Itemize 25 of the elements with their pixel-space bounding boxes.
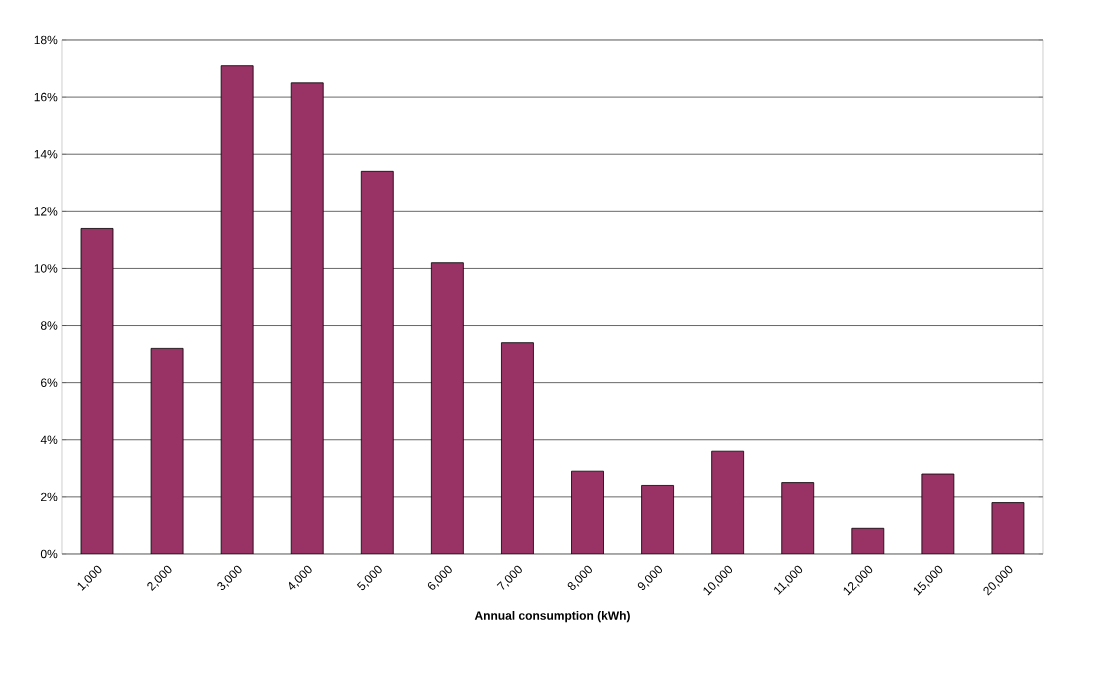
bar <box>781 482 815 554</box>
bar <box>501 342 534 554</box>
y-tick-label: 16% <box>34 92 58 102</box>
y-tick-label: 6% <box>41 378 58 387</box>
y-tick-label: 18% <box>34 35 58 45</box>
y-tick-label: 4% <box>40 435 58 444</box>
bar <box>571 470 604 554</box>
bar <box>430 262 464 554</box>
bar <box>150 347 184 554</box>
y-tick-label: 8% <box>40 321 58 330</box>
y-tick-label: 14% <box>34 150 58 159</box>
bar <box>641 485 674 554</box>
x-axis-title: Annual consumption (kWh) <box>474 610 630 623</box>
y-tick-label: 12% <box>34 207 58 216</box>
y-tick-label: 2% <box>41 492 58 502</box>
bar <box>220 65 254 554</box>
y-tick-label: 0% <box>40 549 58 559</box>
bar <box>711 450 745 554</box>
bar <box>360 170 394 554</box>
bar <box>921 473 955 554</box>
bar <box>290 82 324 554</box>
y-tick-label: 10% <box>34 264 58 273</box>
bar <box>80 228 114 554</box>
bar <box>851 527 885 554</box>
bar <box>991 502 1025 554</box>
